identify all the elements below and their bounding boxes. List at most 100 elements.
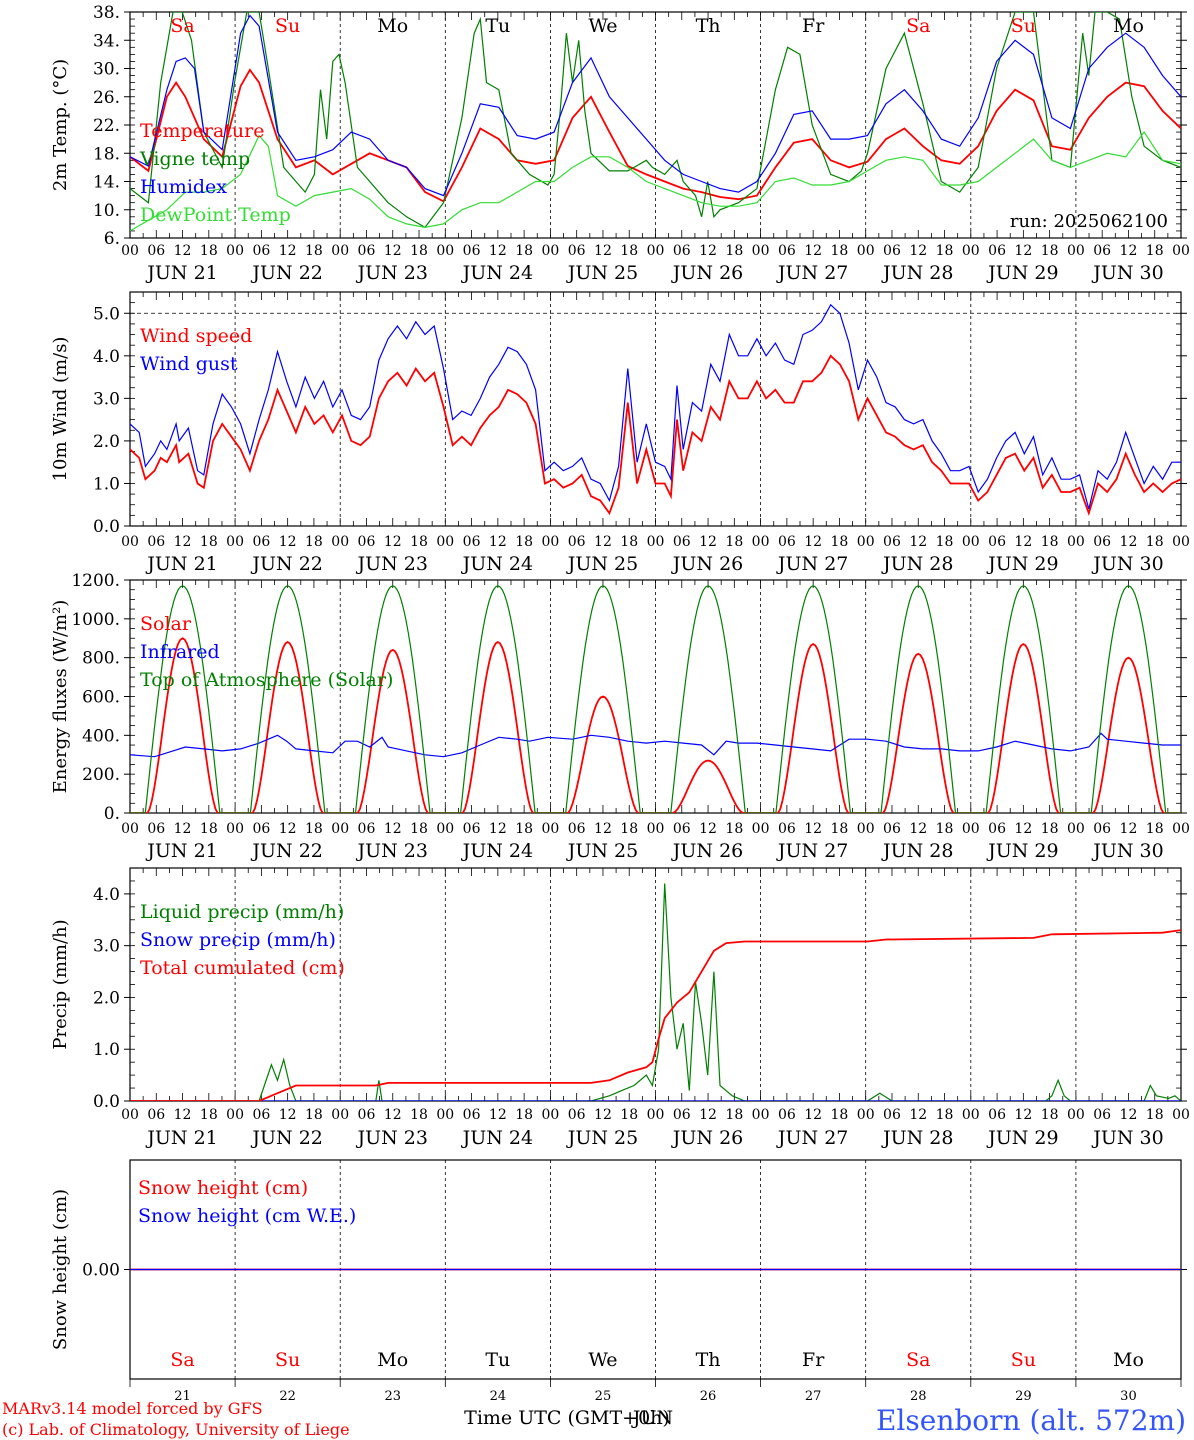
hour-tick-label: 06 [568, 243, 586, 259]
date-label: JUN 27 [776, 553, 848, 575]
hour-tick-label: 00 [541, 1107, 559, 1123]
hour-tick-label: 12 [594, 821, 612, 837]
hour-tick-label: 12 [279, 1107, 297, 1123]
hour-tick-label: 18 [305, 1107, 323, 1123]
y-tick-label: 18. [93, 144, 120, 164]
legend-entry: Wind speed [140, 325, 252, 347]
hour-tick-label: 12 [1014, 1107, 1032, 1123]
date-label: JUN 30 [1091, 840, 1163, 862]
hour-tick-label: 12 [909, 1107, 927, 1123]
hour-tick-label: 06 [147, 534, 165, 550]
hour-tick-label: 18 [1146, 534, 1164, 550]
hour-tick-label: 12 [174, 243, 192, 259]
day-name-top: Fr [802, 15, 825, 37]
day-name-top: Sa [906, 15, 930, 37]
hour-tick-label: 18 [410, 1107, 428, 1123]
hour-tick-label: 00 [857, 243, 875, 259]
hour-tick-label: 06 [673, 1107, 691, 1123]
y-tick-label: 1200. [71, 571, 120, 591]
y-tick-label: 5.0 [93, 304, 120, 324]
legend-entry: Top of Atmosphere (Solar) [140, 669, 393, 691]
hour-tick-label: 00 [962, 534, 980, 550]
y-tick-label: 22. [93, 116, 120, 136]
hour-tick-label: 06 [988, 534, 1006, 550]
hour-tick-label: 12 [384, 534, 402, 550]
hour-tick-label: 06 [883, 534, 901, 550]
legend-entry: Humidex [140, 176, 227, 198]
date-label: JUN 21 [145, 840, 217, 862]
hour-tick-label: 06 [778, 821, 796, 837]
hour-tick-label: 18 [515, 243, 533, 259]
series-line-liquid-precip-mm-h- [130, 883, 1181, 1101]
hour-tick-label: 12 [489, 1107, 507, 1123]
date-label: JUN 24 [461, 1127, 533, 1149]
hour-tick-label: 06 [358, 243, 376, 259]
hour-tick-label: 18 [620, 821, 638, 837]
hour-tick-label: 12 [909, 243, 927, 259]
day-name-top: Su [275, 15, 300, 37]
hour-tick-label: 12 [279, 243, 297, 259]
series-line-wind-speed [130, 354, 1181, 517]
date-label: JUN 29 [986, 840, 1058, 862]
y-tick-label: 2.0 [93, 432, 120, 452]
date-label: JUN 25 [566, 1127, 638, 1149]
y-tick-label: 1.0 [93, 474, 120, 494]
hour-tick-label: 18 [831, 534, 849, 550]
hour-tick-label: 00 [541, 534, 559, 550]
hour-tick-label: 18 [1041, 243, 1059, 259]
hour-tick-label: 18 [620, 243, 638, 259]
hour-tick-label: 18 [725, 821, 743, 837]
day-number: 27 [805, 1389, 822, 1404]
hour-tick-label: 12 [489, 534, 507, 550]
hour-tick-label: 00 [541, 243, 559, 259]
station-name: Elsenborn (alt. 572m) [876, 1404, 1186, 1437]
date-label: JUN 29 [986, 553, 1058, 575]
hour-tick-label: 06 [988, 821, 1006, 837]
date-label: JUN 24 [461, 553, 533, 575]
date-label: JUN 28 [881, 1127, 953, 1149]
y-tick-label: 30. [93, 60, 120, 80]
day-name-bottom: Sa [906, 1349, 930, 1371]
y-tick-label: 6. [104, 229, 120, 249]
y-tick-label: 600. [82, 688, 120, 708]
series-line-dewpoint-temp [130, 131, 1181, 232]
hour-tick-label: 12 [1120, 534, 1138, 550]
hour-tick-label: 00 [1172, 1107, 1190, 1123]
hour-tick-label: 06 [568, 534, 586, 550]
date-label: JUN 28 [881, 840, 953, 862]
hour-tick-label: 00 [331, 534, 349, 550]
hour-tick-label: 18 [620, 1107, 638, 1123]
series-line-temperature [130, 68, 1181, 203]
date-label: JUN 29 [986, 1127, 1058, 1149]
hour-tick-label: 18 [725, 534, 743, 550]
y-axis-label: Energy fluxes (W/m²) [50, 600, 71, 794]
hour-tick-label: 06 [147, 821, 165, 837]
panel-1: 6. 10. 14. 18. 22. 26. 30. 34. 38. 2m Temp. (°C) 0… [50, 3, 1190, 284]
hour-tick-label: 12 [384, 821, 402, 837]
hour-tick-label: 06 [673, 821, 691, 837]
day-number: 30 [1120, 1389, 1137, 1404]
hour-tick-label: 00 [436, 821, 454, 837]
day-name-top: Mo [377, 15, 408, 37]
y-tick-label: 4.0 [93, 885, 120, 905]
hour-tick-label: 06 [358, 821, 376, 837]
date-label: JUN 30 [1091, 262, 1163, 284]
hour-tick-label: 00 [962, 1107, 980, 1123]
hour-tick-label: 18 [410, 243, 428, 259]
hour-tick-label: 12 [699, 534, 717, 550]
hour-tick-label: 00 [331, 821, 349, 837]
hour-tick-label: 18 [936, 534, 954, 550]
x-axis-overlay: JUN [631, 1407, 673, 1429]
hour-tick-label: 00 [436, 534, 454, 550]
hour-tick-label: 18 [1041, 821, 1059, 837]
hour-tick-label: 06 [252, 534, 270, 550]
model-credit: MARv3.14 model forced by GFS [2, 1399, 263, 1418]
day-name-bottom: Th [696, 1349, 721, 1371]
series-line-total-cumulated-cm- [130, 929, 1181, 1101]
day-name-top: Su [1011, 15, 1036, 37]
y-tick-label: 2.0 [93, 988, 120, 1008]
hour-tick-label: 06 [252, 821, 270, 837]
y-tick-label: 34. [93, 31, 120, 51]
y-tick-label: 38. [93, 3, 120, 23]
date-label: JUN 23 [356, 840, 428, 862]
